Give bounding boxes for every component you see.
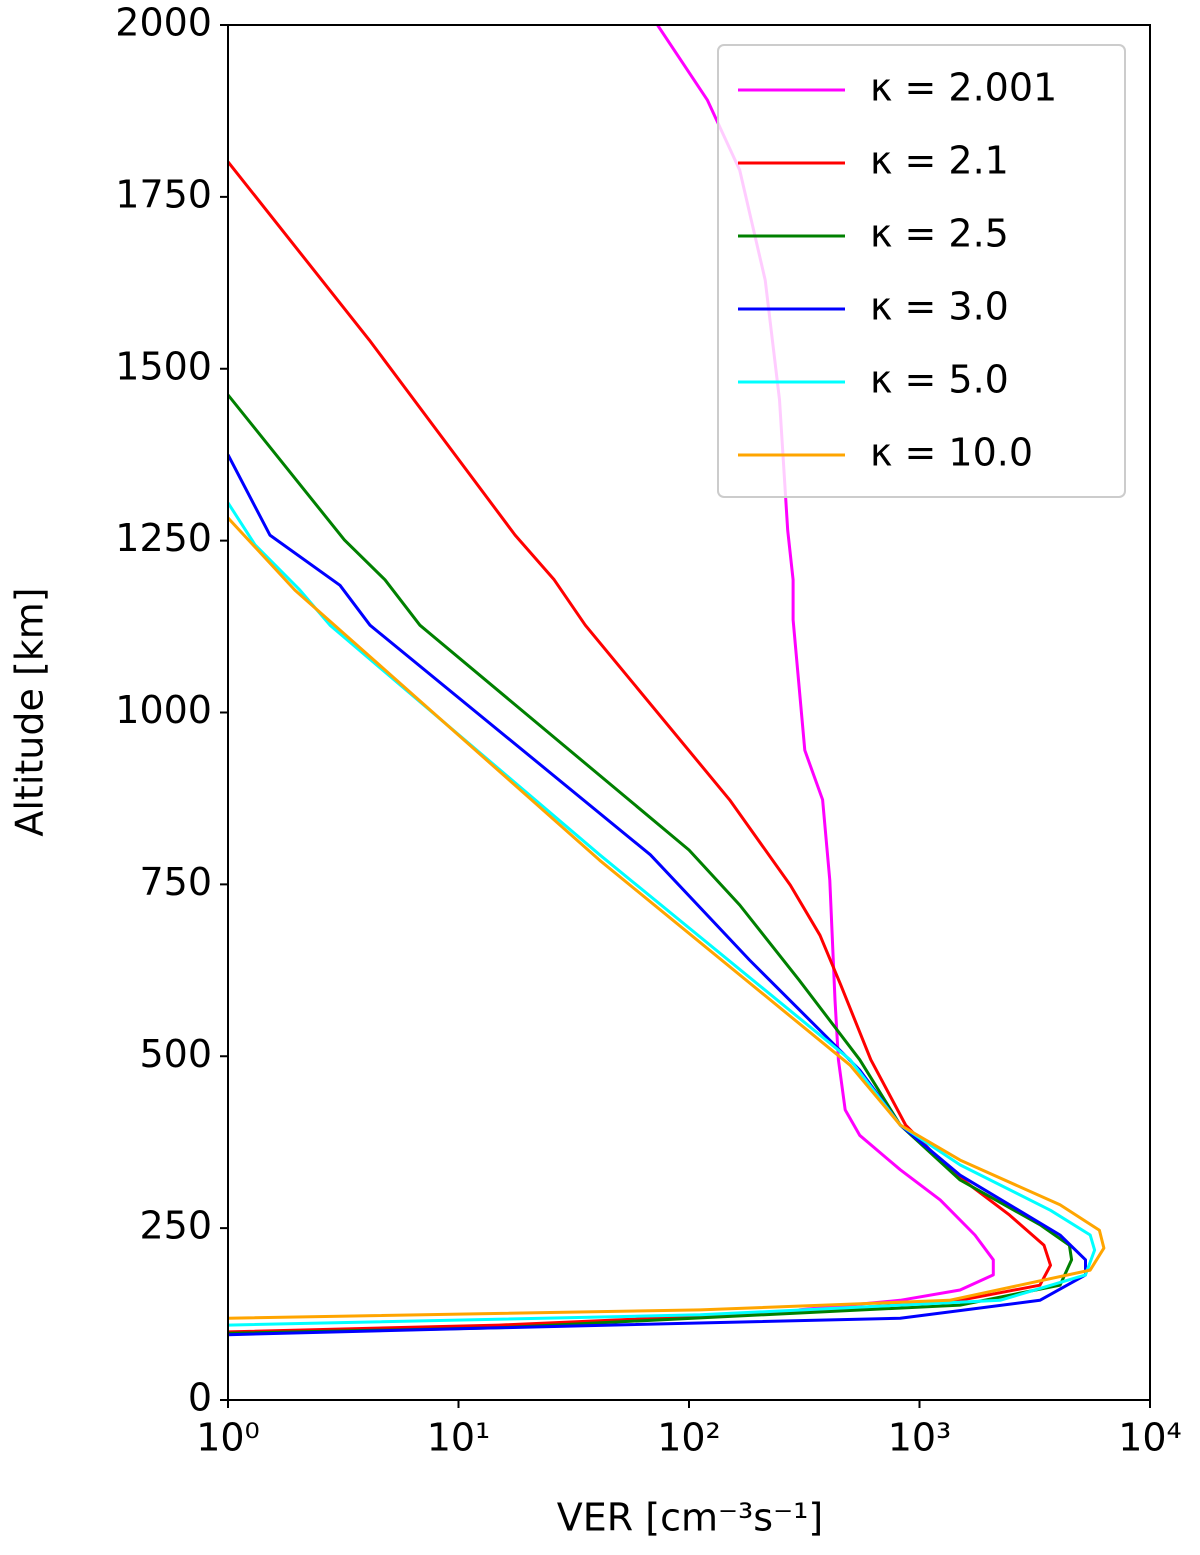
x-tick-label: 10⁴ — [1118, 1416, 1182, 1460]
series-line — [228, 393, 1074, 1335]
y-axis-label: Altitude [km] — [8, 587, 52, 836]
y-tick-label: 1750 — [115, 172, 212, 216]
x-tick-label: 10¹ — [427, 1416, 491, 1460]
plot-lines — [228, 25, 1106, 1337]
legend-label: κ = 5.0 — [870, 358, 1009, 402]
legend-label: κ = 3.0 — [870, 285, 1009, 329]
legend-label: κ = 10.0 — [870, 431, 1033, 475]
plot-frame — [227, 24, 1151, 1401]
series-line — [228, 160, 1052, 1334]
x-tick-label: 10³ — [888, 1416, 952, 1460]
legend-label: κ = 2.001 — [870, 66, 1057, 110]
x-tick-label: 10⁰ — [196, 1416, 260, 1460]
series-line — [228, 516, 1106, 1320]
series-line — [228, 454, 1087, 1337]
y-tick-label: 1250 — [115, 516, 212, 560]
x-axis-label: VER [cm⁻³s⁻¹] — [557, 1496, 823, 1540]
series-line — [228, 501, 1097, 1327]
legend-label: κ = 2.1 — [870, 139, 1009, 183]
y-tick-label: 1500 — [115, 344, 212, 388]
y-tick-label: 2000 — [115, 1, 212, 45]
y-tick-label: 250 — [139, 1204, 212, 1248]
y-tick-label: 1000 — [115, 688, 212, 732]
y-tick-label: 750 — [139, 860, 212, 904]
x-tick-label: 10² — [657, 1416, 721, 1460]
legend-box — [717, 44, 1126, 498]
y-tick-label: 500 — [139, 1032, 212, 1076]
legend-label: κ = 2.5 — [870, 212, 1009, 256]
y-tick-label: 0 — [188, 1376, 212, 1420]
